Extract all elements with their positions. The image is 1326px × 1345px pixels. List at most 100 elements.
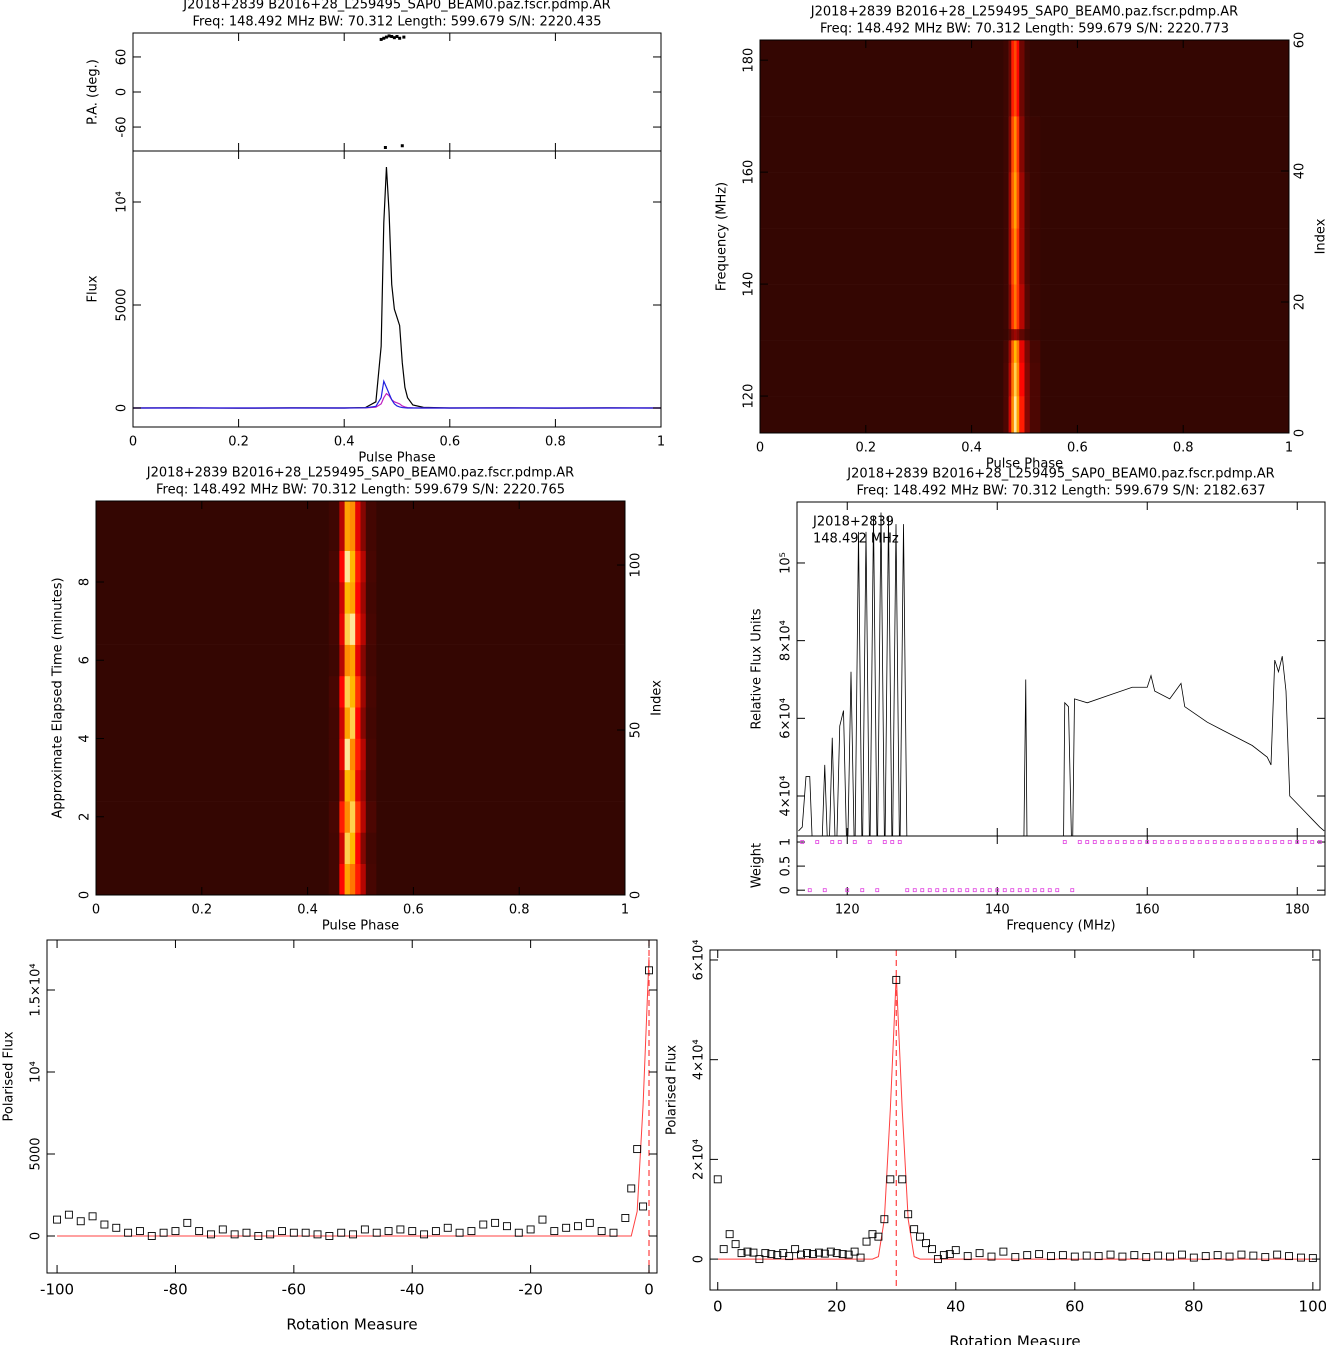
data-point bbox=[147, 1232, 156, 1240]
data-point bbox=[88, 1212, 97, 1221]
heat-cell bbox=[1013, 284, 1017, 330]
heat-cell bbox=[365, 644, 377, 677]
heat-cell bbox=[1013, 340, 1017, 363]
heat-cell bbox=[365, 707, 377, 739]
heat-cell bbox=[1029, 228, 1041, 285]
x-tick-label: 1 bbox=[657, 435, 665, 450]
heat-cell bbox=[96, 769, 330, 802]
heat-cell bbox=[360, 801, 367, 833]
data-point bbox=[1261, 1253, 1270, 1262]
weight-point bbox=[1287, 840, 1292, 844]
heat-cell bbox=[360, 581, 367, 614]
heat-cell bbox=[339, 863, 345, 896]
x-tick-label: -40 bbox=[400, 1281, 425, 1299]
data-point bbox=[502, 1222, 511, 1231]
data-point bbox=[491, 1218, 500, 1227]
heat-cell bbox=[1013, 172, 1017, 229]
data-point bbox=[797, 1250, 806, 1259]
x-tick-label: 80 bbox=[1184, 1298, 1203, 1316]
heat-cell bbox=[1011, 328, 1015, 341]
heat-cell bbox=[328, 769, 340, 802]
weight-point bbox=[1010, 888, 1015, 893]
x-axis-label: Frequency (MHz) bbox=[1006, 919, 1115, 934]
data-point bbox=[207, 1230, 215, 1239]
y-axis-label: Relative Flux Units bbox=[750, 608, 765, 729]
heat-cell bbox=[328, 613, 340, 645]
data-point bbox=[809, 1250, 817, 1259]
y-tick-label: 0 bbox=[629, 891, 644, 899]
data-point bbox=[767, 1250, 776, 1259]
data-point bbox=[1297, 1253, 1305, 1262]
y-axis-label: Polarised Flux bbox=[2, 1031, 17, 1121]
heat-cell bbox=[1011, 340, 1015, 363]
x-tick-label: 0.8 bbox=[1173, 441, 1194, 456]
heat-cell bbox=[96, 801, 330, 833]
heat-cell bbox=[349, 863, 356, 896]
weight-point bbox=[800, 840, 805, 844]
data-point bbox=[195, 1227, 204, 1236]
data-point bbox=[621, 1214, 630, 1222]
heat-cell bbox=[760, 328, 1004, 341]
data-point bbox=[242, 1228, 251, 1237]
data-point bbox=[922, 1239, 930, 1248]
heat-cell bbox=[96, 738, 330, 771]
heat-cell bbox=[376, 769, 626, 802]
chart-subtitle: Freq: 148.492 MHz BW: 70.312 Length: 599… bbox=[856, 484, 1265, 499]
data-point bbox=[874, 1232, 883, 1241]
weight-point bbox=[1197, 840, 1202, 844]
data-point bbox=[999, 1247, 1008, 1256]
heat-cell bbox=[339, 801, 345, 833]
weight-point bbox=[912, 888, 917, 893]
heat-cell bbox=[376, 707, 626, 739]
data-point bbox=[928, 1245, 936, 1254]
heat-cell bbox=[376, 613, 626, 645]
x-axis-label: Pulse Phase bbox=[322, 919, 399, 934]
heat-cell bbox=[1003, 116, 1009, 173]
data-point bbox=[550, 1227, 559, 1236]
heat-cell bbox=[339, 550, 345, 583]
plot-frame bbox=[132, 150, 662, 428]
data-point bbox=[76, 1217, 85, 1226]
weight-point bbox=[1317, 840, 1322, 844]
weight-point bbox=[815, 840, 820, 844]
data-point bbox=[171, 1227, 180, 1236]
weight-point bbox=[980, 888, 985, 893]
data-point bbox=[64, 1210, 73, 1219]
data-point bbox=[1047, 1252, 1055, 1261]
data-point bbox=[904, 1210, 913, 1219]
heat-cell bbox=[376, 832, 626, 864]
heat-cell bbox=[1024, 362, 1031, 397]
data-point bbox=[627, 1184, 636, 1193]
data-point bbox=[1213, 1251, 1222, 1260]
data-point bbox=[844, 1250, 853, 1259]
x-tick-label: 0.4 bbox=[297, 903, 318, 918]
data-point bbox=[951, 1246, 960, 1255]
data-point bbox=[597, 1227, 606, 1236]
heat-cell bbox=[1013, 328, 1017, 341]
heat-cell bbox=[1019, 40, 1025, 117]
x-tick-label: -20 bbox=[518, 1281, 543, 1299]
heat-cell bbox=[1040, 40, 1290, 117]
data-point bbox=[1011, 1253, 1020, 1262]
weight-point bbox=[972, 888, 977, 893]
data-point bbox=[514, 1228, 523, 1237]
heat-cell bbox=[1011, 172, 1015, 229]
weight-point bbox=[1032, 888, 1037, 893]
x-tick-label: 0 bbox=[756, 441, 764, 456]
heat-cell bbox=[1024, 284, 1031, 330]
heat-cell bbox=[1016, 362, 1020, 397]
data-point bbox=[838, 1250, 847, 1259]
weight-point bbox=[822, 888, 827, 893]
heat-cell bbox=[355, 675, 361, 708]
heat-cell bbox=[760, 116, 1004, 173]
heat-cell bbox=[339, 769, 345, 802]
heat-cell bbox=[355, 863, 361, 896]
weight-point bbox=[882, 840, 887, 844]
heat-cell bbox=[1024, 116, 1031, 173]
heat-cell bbox=[760, 284, 1004, 330]
data-point bbox=[880, 1215, 889, 1224]
weight-point bbox=[1077, 840, 1082, 844]
data-point bbox=[1094, 1252, 1103, 1261]
data-point bbox=[337, 1228, 346, 1237]
chart-title: J2018+2839 B2016+28_L259495_SAP0_BEAM0.p… bbox=[810, 5, 1238, 20]
